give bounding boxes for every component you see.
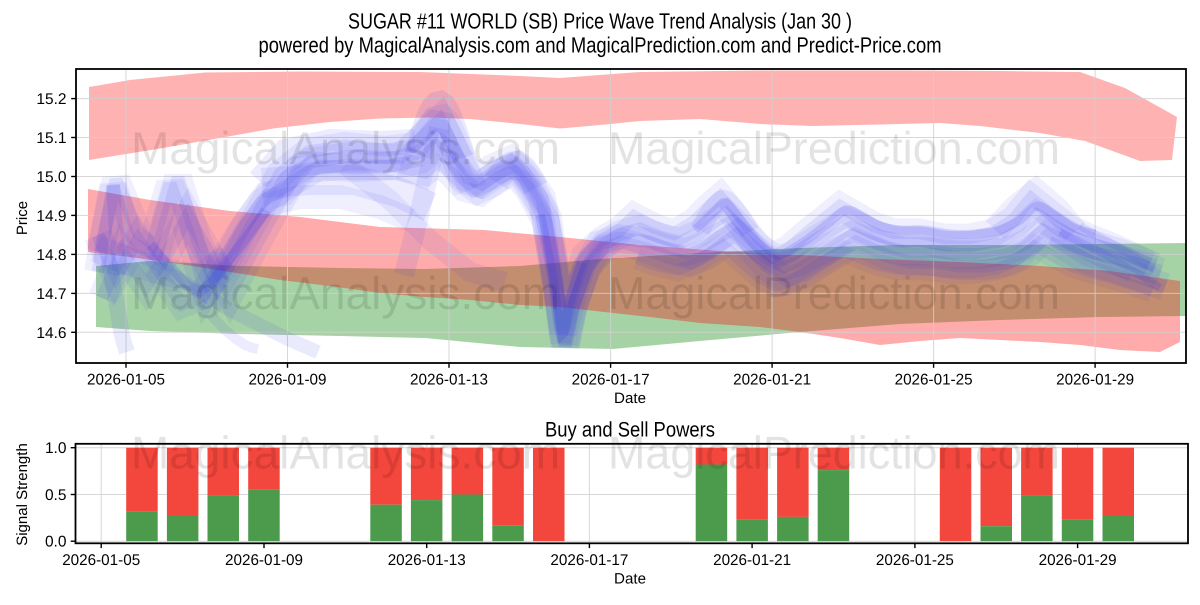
svg-text:2026-01-13: 2026-01-13 [410,372,488,389]
svg-text:MagicalPrediction.com: MagicalPrediction.com [608,267,1060,319]
svg-text:MagicalPrediction.com: MagicalPrediction.com [608,427,1060,479]
svg-text:Price: Price [14,201,31,235]
svg-text:14.7: 14.7 [36,286,66,303]
svg-text:Signal Strength: Signal Strength [14,443,31,546]
svg-text:2026-01-05: 2026-01-05 [62,552,140,569]
svg-text:15.2: 15.2 [36,91,66,108]
svg-text:14.8: 14.8 [36,247,66,264]
svg-text:2026-01-17: 2026-01-17 [550,552,628,569]
svg-text:0.5: 0.5 [45,487,67,504]
svg-text:Buy and Sell Powers: Buy and Sell Powers [545,419,715,442]
svg-text:14.9: 14.9 [36,208,66,225]
svg-text:1.0: 1.0 [45,440,67,457]
svg-text:MagicalAnalysis.com: MagicalAnalysis.com [131,427,560,479]
svg-text:powered by MagicalAnalysis.com: powered by MagicalAnalysis.com and Magic… [259,33,942,58]
svg-text:15.1: 15.1 [36,130,66,147]
svg-text:MagicalPrediction.com: MagicalPrediction.com [608,122,1060,174]
svg-text:15.0: 15.0 [36,169,67,186]
svg-text:2026-01-21: 2026-01-21 [713,552,791,569]
svg-text:2026-01-09: 2026-01-09 [225,552,303,569]
svg-text:SUGAR #11 WORLD (SB) Price Wav: SUGAR #11 WORLD (SB) Price Wave Trend An… [348,9,852,34]
svg-text:14.6: 14.6 [36,325,66,342]
svg-text:2026-01-17: 2026-01-17 [572,372,650,389]
svg-text:2026-01-09: 2026-01-09 [249,372,327,389]
svg-text:0.0: 0.0 [45,534,67,551]
svg-text:2026-01-25: 2026-01-25 [876,552,954,569]
svg-text:2026-01-29: 2026-01-29 [1039,552,1117,569]
svg-text:MagicalAnalysis.com: MagicalAnalysis.com [131,122,560,174]
svg-text:Date: Date [614,571,646,588]
svg-text:2026-01-13: 2026-01-13 [388,552,466,569]
svg-text:2026-01-21: 2026-01-21 [733,372,811,389]
svg-text:2026-01-05: 2026-01-05 [87,372,165,389]
svg-text:2026-01-29: 2026-01-29 [1056,372,1134,389]
svg-text:2026-01-25: 2026-01-25 [895,372,973,389]
svg-text:MagicalAnalysis.com: MagicalAnalysis.com [131,267,560,319]
svg-text:Date: Date [614,390,646,407]
